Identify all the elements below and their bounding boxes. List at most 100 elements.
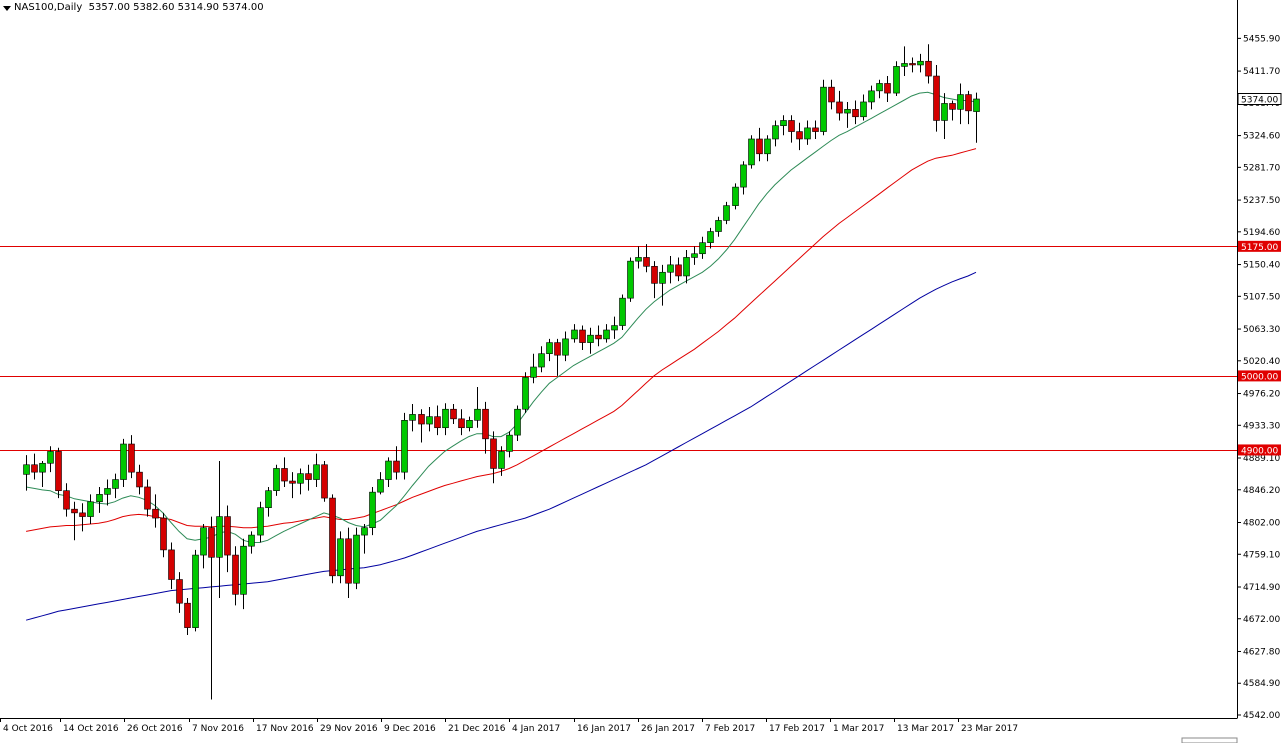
candle-body — [603, 329, 610, 340]
ohlc-readout: 5357.00 5382.60 5314.90 5374.00 — [88, 2, 264, 13]
symbol-label: NAS100,Daily — [14, 2, 83, 13]
candle-body — [345, 538, 352, 584]
price-axis[interactable]: 5455.905411.705368.405324.605281.705237.… — [1237, 34, 1280, 721]
candle — [514, 405, 521, 442]
candle — [23, 455, 30, 491]
candle — [434, 405, 441, 436]
candle — [353, 527, 360, 590]
dropdown-arrow-icon[interactable] — [3, 6, 11, 11]
candle-body — [973, 98, 980, 112]
candle — [562, 331, 569, 362]
candle-body — [723, 205, 730, 221]
candle-body — [796, 131, 803, 140]
level-price-tag-label: 5175.00 — [1241, 243, 1278, 253]
candle-body — [627, 260, 634, 299]
y-tick-label: 5411.70 — [1243, 67, 1280, 77]
candle — [345, 527, 352, 599]
scrollbar-handle[interactable] — [1181, 737, 1238, 744]
time-axis[interactable]: 4 Oct 2016 14 Oct 2016 26 Oct 2016 7 Nov 20… — [0, 718, 1019, 734]
x-tick-label: 4 Jan 2017 — [512, 724, 560, 734]
candle — [748, 135, 755, 169]
candle-body — [530, 366, 537, 378]
candle — [200, 523, 207, 569]
candle-body — [385, 460, 392, 480]
candle — [812, 120, 819, 139]
candle-body — [691, 253, 698, 258]
candle — [265, 486, 272, 517]
candle — [579, 325, 586, 350]
candle — [603, 324, 610, 343]
candle — [273, 464, 280, 496]
candle — [530, 353, 537, 384]
x-tick-label: 7 Nov 2016 — [192, 724, 244, 734]
y-tick-label: 4802.00 — [1243, 519, 1280, 529]
y-tick-label: 5324.60 — [1243, 132, 1280, 142]
candle — [707, 227, 714, 249]
candle-body — [273, 468, 280, 491]
candle — [289, 472, 296, 499]
candle-body — [47, 451, 54, 464]
candle — [723, 201, 730, 225]
candle-body — [884, 83, 891, 94]
candle — [538, 346, 545, 373]
candle — [369, 486, 376, 536]
candle-body — [248, 534, 255, 547]
candle — [474, 387, 481, 428]
candle — [820, 79, 827, 136]
candle — [313, 453, 320, 487]
candle-body — [490, 438, 497, 469]
candle-body — [409, 414, 416, 421]
candle — [55, 447, 62, 499]
level-price-tag-label: 5000.00 — [1241, 372, 1278, 382]
candle-body — [31, 464, 38, 473]
x-tick-label: 29 Nov 2016 — [320, 724, 378, 734]
candle — [224, 505, 231, 573]
y-tick-label: 4627.80 — [1243, 647, 1280, 657]
candle — [466, 416, 473, 432]
candle-body — [329, 497, 336, 577]
candle — [47, 446, 54, 473]
candle-body — [732, 186, 739, 206]
candle-body — [136, 471, 143, 488]
candle-body — [240, 545, 247, 595]
candle — [112, 473, 119, 499]
candle — [828, 79, 835, 110]
candle — [160, 512, 167, 558]
candle-body — [780, 120, 787, 126]
candle-body — [184, 602, 191, 628]
candle — [756, 127, 763, 162]
candle — [385, 457, 392, 487]
candle-body — [321, 464, 328, 499]
candle-body — [418, 414, 425, 425]
candles — [23, 44, 980, 700]
candle-body — [522, 377, 529, 410]
candle-body — [917, 60, 924, 66]
current-price-tag — [1237, 93, 1282, 105]
candle — [31, 453, 38, 480]
y-tick-label: 4584.90 — [1243, 679, 1280, 689]
candle — [965, 90, 972, 125]
candle — [240, 538, 247, 610]
candle-body — [369, 491, 376, 528]
candle — [740, 161, 747, 195]
candle-body — [844, 109, 851, 114]
candle-body — [707, 231, 714, 243]
y-tick-label: 5194.60 — [1243, 228, 1280, 238]
x-tick-label: 17 Feb 2017 — [769, 724, 825, 734]
candle-body — [39, 462, 46, 473]
candle-body — [571, 329, 578, 340]
candle-body — [63, 490, 70, 510]
candle-body — [554, 342, 561, 356]
candle-body — [128, 443, 135, 473]
candle-body — [168, 549, 175, 580]
candle-body — [216, 516, 223, 558]
ma-long-line — [25, 271, 977, 621]
y-tick-label: 5020.40 — [1243, 357, 1280, 367]
candle-body — [160, 517, 167, 551]
candle-body — [965, 94, 972, 112]
candle-body — [120, 443, 127, 480]
candle — [611, 316, 618, 339]
candle — [104, 479, 111, 506]
